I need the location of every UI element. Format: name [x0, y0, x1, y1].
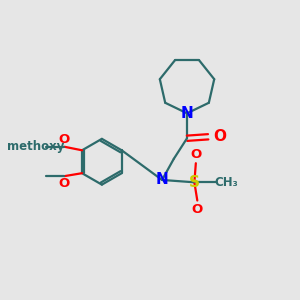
Text: O: O	[59, 177, 70, 190]
Text: N: N	[181, 106, 194, 121]
Text: O: O	[192, 203, 203, 216]
Text: N: N	[156, 172, 168, 188]
Text: O: O	[59, 133, 70, 146]
Text: CH₃: CH₃	[215, 176, 238, 189]
Text: O: O	[213, 129, 226, 144]
Text: methoxy: methoxy	[7, 140, 64, 153]
Text: S: S	[189, 175, 200, 190]
Text: O: O	[190, 148, 202, 161]
